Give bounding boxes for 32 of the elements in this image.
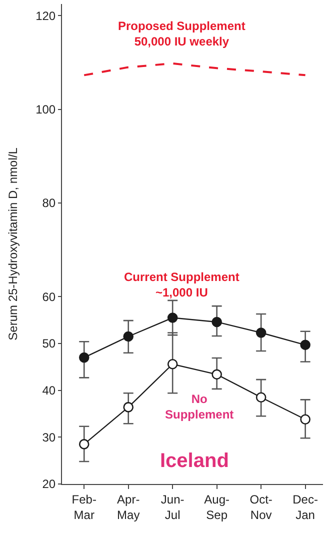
point	[123, 331, 134, 342]
y-tick-label: 50	[42, 336, 56, 351]
point	[212, 369, 222, 380]
point	[78, 439, 90, 450]
y-tick-label: 60	[42, 290, 56, 304]
y-tick-label: 80	[42, 196, 56, 210]
annotation: Current Supplement ~1,000 IU	[124, 270, 240, 300]
point	[300, 340, 310, 350]
x-tick-label: Dec- Jan	[292, 492, 318, 522]
x-tick-label: Aug- Sep	[204, 492, 230, 522]
point	[167, 358, 178, 370]
y-tick-label: 40	[42, 384, 56, 398]
point	[300, 414, 310, 425]
y-tick-label: 120	[36, 8, 56, 23]
x-tick-label: Feb- Mar	[72, 492, 96, 522]
y-tick-label: 20	[42, 477, 56, 492]
point	[78, 352, 90, 363]
point	[256, 328, 266, 338]
point	[212, 316, 222, 328]
point	[167, 312, 178, 323]
annotation: Proposed Supplement 50,000 IU weekly	[118, 19, 246, 49]
point	[256, 392, 266, 403]
x-tick-label: Jun- Jul	[160, 492, 184, 522]
point	[123, 402, 134, 412]
y-axis-title: Serum 25-Hydroxyvitamin D, nmol/L	[6, 147, 20, 340]
annotation: No Supplement	[165, 392, 234, 422]
annotation: Iceland	[160, 450, 229, 472]
line-series	[83, 62, 306, 76]
x-tick-label: Oct- Nov	[250, 492, 272, 522]
y-tick-label: 30	[42, 430, 56, 444]
y-tick-label: 100	[36, 102, 56, 117]
x-tick-label: Apr- May	[117, 492, 140, 522]
